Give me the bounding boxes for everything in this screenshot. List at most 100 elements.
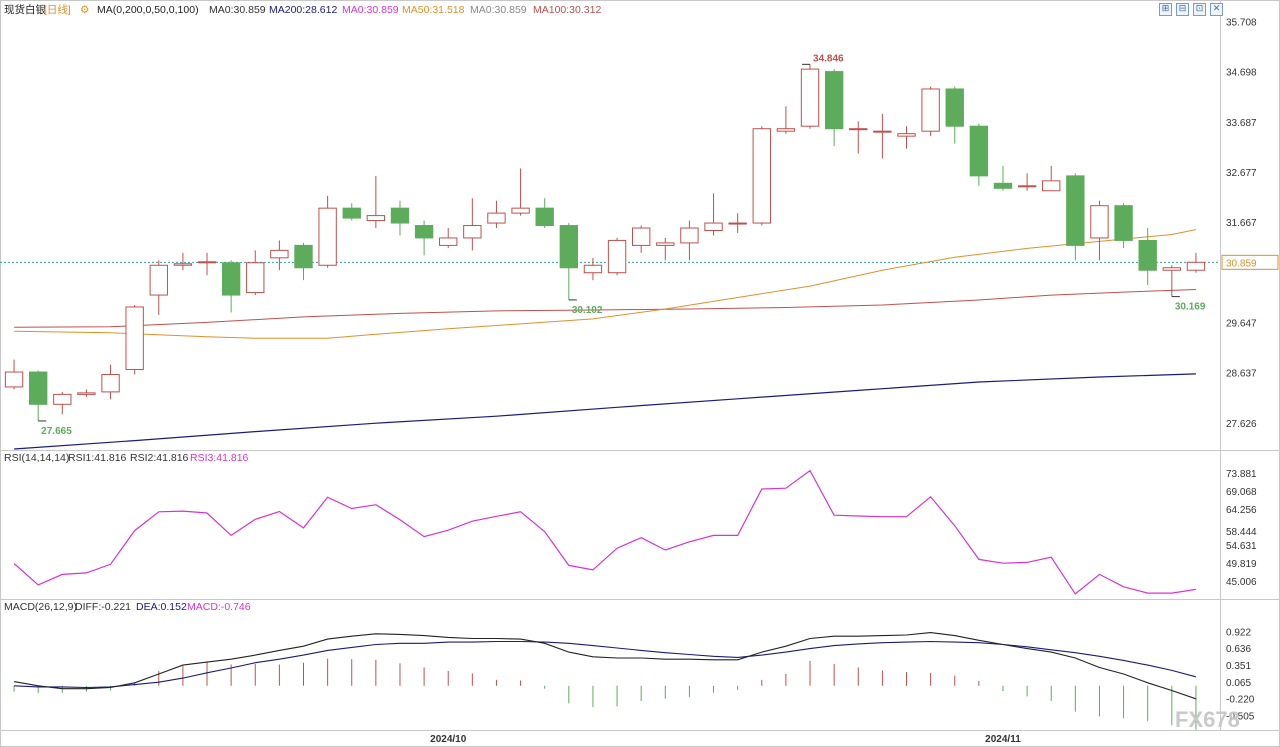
current-price-label: 30.859 <box>1226 258 1257 269</box>
candle-up <box>463 225 482 239</box>
restore-icon[interactable]: ⊡ <box>1193 3 1206 16</box>
candle-down <box>824 71 844 130</box>
ma-value-0: MA0:30.859 <box>209 4 266 16</box>
rsi-tick-label: 45.006 <box>1226 577 1257 588</box>
ma200-line <box>14 373 1196 450</box>
macd-header-1: DIFF:-0.221 <box>75 601 131 613</box>
candle-up <box>1017 185 1037 188</box>
time-axis-label: 2024/11 <box>985 734 1021 745</box>
rsi-tick-label: 49.819 <box>1226 559 1257 570</box>
candle-down <box>414 225 434 239</box>
candle-down <box>559 225 579 269</box>
candle-up <box>53 393 72 405</box>
ma-value-4: MA0:30.859 <box>470 4 527 16</box>
candle-up <box>776 128 796 132</box>
ma100-line <box>14 289 1196 328</box>
ma-value-1: MA200:28.612 <box>269 4 337 16</box>
macd-tick-label: 0.922 <box>1226 627 1251 638</box>
candle-up <box>656 242 675 246</box>
candle-up <box>607 239 627 274</box>
settings-icon: ⚙ <box>80 4 89 16</box>
candle-up <box>704 222 723 231</box>
ma50-line <box>14 229 1196 339</box>
candle-down <box>221 262 241 296</box>
candle-down <box>1138 239 1157 271</box>
candle-up <box>583 264 603 274</box>
candle-up <box>173 263 193 266</box>
candle-up <box>873 130 892 133</box>
ma-value-3: MA50:31.518 <box>402 4 465 16</box>
candle-up <box>921 88 940 132</box>
candle-up <box>197 261 217 264</box>
annotation-low: 30.102 <box>572 305 603 316</box>
price-tick-label: 32.677 <box>1226 168 1257 179</box>
candle-down <box>1066 175 1085 246</box>
rsi-tick-label: 73.881 <box>1226 469 1257 480</box>
candle-up <box>101 374 120 393</box>
candle-up <box>366 215 386 222</box>
candle-up <box>1162 267 1182 271</box>
zoom-icon[interactable]: ⊞ <box>1159 3 1172 16</box>
instrument-name: 现货白银 <box>4 3 46 16</box>
candle-up <box>631 227 651 246</box>
close-icon[interactable]: ✕ <box>1210 3 1223 16</box>
candle-down <box>342 207 361 219</box>
candle-up <box>1042 180 1061 192</box>
candle-down <box>28 371 48 405</box>
price-tick-label: 35.708 <box>1226 18 1257 29</box>
candle-up <box>439 237 458 246</box>
candle-down <box>390 207 410 224</box>
candle-up <box>752 128 771 224</box>
annotation-low: 27.665 <box>41 426 72 437</box>
watermark: FX678 <box>1175 707 1240 732</box>
candle-up <box>246 262 265 294</box>
candle-up <box>897 133 916 137</box>
candle-up <box>511 207 530 214</box>
annotation-high: 34.846 <box>813 53 844 64</box>
macd-tick-label: -0.220 <box>1226 695 1255 706</box>
rsi-header-0: RSI(14,14,14) <box>4 452 69 464</box>
rsi-tick-label: 69.068 <box>1226 487 1257 498</box>
candle-down <box>993 182 1013 189</box>
period-label: [日线] <box>44 3 71 16</box>
candle-up <box>849 128 868 131</box>
rsi-line <box>13 469 1196 595</box>
price-tick-label: 31.667 <box>1226 218 1257 229</box>
candle-down <box>969 125 989 177</box>
candle-down <box>945 88 964 127</box>
price-tick-label: 28.637 <box>1226 369 1257 380</box>
candle-up <box>1186 261 1206 271</box>
current-price-box <box>1221 254 1279 270</box>
macd-tick-label: 0.065 <box>1226 678 1251 689</box>
price-tick-label: 27.626 <box>1226 419 1257 430</box>
window-toolbar: ⊞ ⊟ ⊡ ✕ <box>1159 3 1223 16</box>
candle-up <box>318 207 337 266</box>
macd-tick-label: 0.636 <box>1226 644 1251 655</box>
candle-down <box>1114 205 1133 241</box>
candle-up <box>680 227 699 244</box>
ma-indicator-name: MA(0,200,0,50,0,100) <box>97 4 199 16</box>
price-tick-label: 29.647 <box>1226 319 1257 330</box>
candle-up <box>1090 205 1109 239</box>
candle-up <box>149 264 168 296</box>
candle-up <box>487 212 506 224</box>
ma-value-2: MA0:30.859 <box>342 4 399 16</box>
time-axis-label: 2024/10 <box>430 734 467 745</box>
candle-down <box>535 207 554 227</box>
ma-value-5: MA100:30.312 <box>533 4 601 16</box>
price-tick-label: 34.698 <box>1226 68 1257 79</box>
rsi-tick-label: 58.444 <box>1226 527 1257 538</box>
grid-icon[interactable]: ⊟ <box>1176 3 1189 16</box>
rsi-header-2: RSI2:41.816 <box>130 452 189 464</box>
rsi-tick-label: 54.631 <box>1226 541 1257 552</box>
rsi-header-1: RSI1:41.816 <box>68 452 127 464</box>
candle-up <box>728 222 747 225</box>
macd-header-0: MACD(26,12,9) <box>4 601 77 613</box>
annotation-low: 30.169 <box>1175 302 1206 313</box>
macd-tick-label: -0.505 <box>1226 712 1255 723</box>
candle-up <box>77 392 96 395</box>
macd-header-3: MACD:-0.746 <box>187 601 251 613</box>
candle-up <box>800 68 820 127</box>
candle-up <box>270 249 289 259</box>
